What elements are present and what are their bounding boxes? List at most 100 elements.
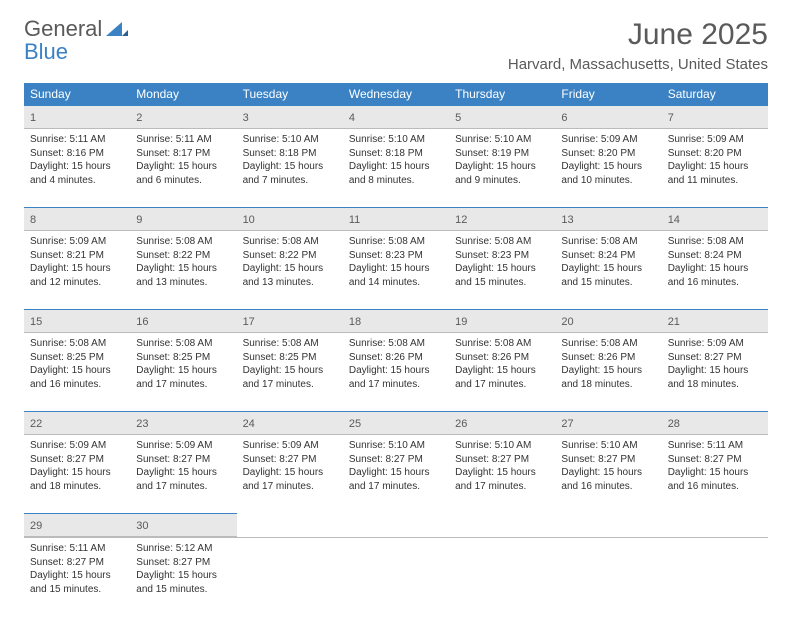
daynum: 21 (668, 316, 680, 328)
day-cell: Sunrise: 5:09 AMSunset: 8:21 PMDaylight:… (24, 231, 130, 309)
day-cell: Sunrise: 5:09 AMSunset: 8:20 PMDaylight:… (662, 129, 768, 207)
day-cell: Sunrise: 5:10 AMSunset: 8:18 PMDaylight:… (343, 129, 449, 207)
day-cell: Sunrise: 5:08 AMSunset: 8:26 PMDaylight:… (343, 333, 449, 411)
day-cell-text: Sunrise: 5:10 AMSunset: 8:27 PMDaylight:… (347, 437, 445, 493)
location-text: Harvard, Massachusetts, United States (508, 56, 768, 73)
daynum: 5 (455, 112, 461, 124)
day-header-sunday: Sunday (24, 83, 130, 105)
day-cell: Sunrise: 5:11 AMSunset: 8:17 PMDaylight:… (130, 129, 236, 207)
week-1-content-row: Sunrise: 5:09 AMSunset: 8:21 PMDaylight:… (24, 231, 768, 309)
day-cell-text: Sunrise: 5:08 AMSunset: 8:22 PMDaylight:… (134, 233, 232, 289)
day-cell (555, 538, 661, 616)
day-cell-text: Sunrise: 5:08 AMSunset: 8:25 PMDaylight:… (28, 335, 126, 391)
day-header-tuesday: Tuesday (237, 83, 343, 105)
daynum: 23 (136, 418, 148, 430)
daynum-cell: 25 (343, 412, 449, 434)
daynum-cell: 23 (130, 412, 236, 434)
day-cell (343, 538, 449, 616)
day-cell-text: Sunrise: 5:12 AMSunset: 8:27 PMDaylight:… (134, 540, 232, 596)
logo-triangle-icon (106, 23, 128, 40)
day-cell-text: Sunrise: 5:11 AMSunset: 8:27 PMDaylight:… (666, 437, 764, 493)
logo-text-2: Blue (24, 39, 68, 64)
daynum: 2 (136, 112, 142, 124)
daynum: 7 (668, 112, 674, 124)
day-cell: Sunrise: 5:08 AMSunset: 8:25 PMDaylight:… (237, 333, 343, 411)
daynum-cell: 19 (449, 310, 555, 332)
daynum: 22 (30, 418, 42, 430)
daynum-cell (449, 513, 555, 537)
calendar-page: General Blue June 2025 Harvard, Massachu… (0, 0, 792, 634)
week-2-daynum-row: 15161718192021 (24, 309, 768, 333)
daynum: 6 (561, 112, 567, 124)
daynum-cell: 21 (662, 310, 768, 332)
daynum-cell: 4 (343, 106, 449, 128)
day-cell: Sunrise: 5:12 AMSunset: 8:27 PMDaylight:… (130, 538, 236, 616)
day-cell-text: Sunrise: 5:09 AMSunset: 8:20 PMDaylight:… (559, 131, 657, 187)
title-block: June 2025 Harvard, Massachusetts, United… (508, 18, 768, 73)
week-1-daynum-row: 891011121314 (24, 207, 768, 231)
daynum-cell: 10 (237, 208, 343, 230)
daynum-cell: 26 (449, 412, 555, 434)
day-cell-text: Sunrise: 5:09 AMSunset: 8:21 PMDaylight:… (28, 233, 126, 289)
day-cell: Sunrise: 5:08 AMSunset: 8:22 PMDaylight:… (237, 231, 343, 309)
daynum: 27 (561, 418, 573, 430)
day-cell-text: Sunrise: 5:11 AMSunset: 8:16 PMDaylight:… (28, 131, 126, 187)
daynum-cell: 20 (555, 310, 661, 332)
daynum: 25 (349, 418, 361, 430)
daynum-cell: 16 (130, 310, 236, 332)
daynum-cell: 28 (662, 412, 768, 434)
day-cell: Sunrise: 5:10 AMSunset: 8:19 PMDaylight:… (449, 129, 555, 207)
daynum-cell: 27 (555, 412, 661, 434)
day-cell: Sunrise: 5:08 AMSunset: 8:25 PMDaylight:… (130, 333, 236, 411)
daynum-cell: 9 (130, 208, 236, 230)
day-cell: Sunrise: 5:08 AMSunset: 8:25 PMDaylight:… (24, 333, 130, 411)
daynum-cell: 15 (24, 310, 130, 332)
day-header-wednesday: Wednesday (343, 83, 449, 105)
week-4-content-row: Sunrise: 5:11 AMSunset: 8:27 PMDaylight:… (24, 538, 768, 616)
month-title: June 2025 (508, 18, 768, 52)
day-cell-text: Sunrise: 5:09 AMSunset: 8:27 PMDaylight:… (666, 335, 764, 391)
daynum: 30 (136, 520, 148, 532)
day-cell-text: Sunrise: 5:10 AMSunset: 8:18 PMDaylight:… (241, 131, 339, 187)
day-cell (449, 538, 555, 616)
daynum-cell: 24 (237, 412, 343, 434)
daynum: 12 (455, 214, 467, 226)
week-4-daynum-row: 2930 (24, 513, 768, 538)
day-cell-text: Sunrise: 5:08 AMSunset: 8:22 PMDaylight:… (241, 233, 339, 289)
day-cell-text: Sunrise: 5:09 AMSunset: 8:27 PMDaylight:… (28, 437, 126, 493)
daynum-cell: 2 (130, 106, 236, 128)
daynum: 13 (561, 214, 573, 226)
daynum-cell: 6 (555, 106, 661, 128)
daynum-cell: 3 (237, 106, 343, 128)
day-cell: Sunrise: 5:10 AMSunset: 8:27 PMDaylight:… (343, 435, 449, 513)
day-cell: Sunrise: 5:11 AMSunset: 8:16 PMDaylight:… (24, 129, 130, 207)
daynum: 4 (349, 112, 355, 124)
daynum: 8 (30, 214, 36, 226)
daynum: 10 (243, 214, 255, 226)
week-0-content-row: Sunrise: 5:11 AMSunset: 8:16 PMDaylight:… (24, 129, 768, 207)
daynum-cell: 12 (449, 208, 555, 230)
day-cell-text: Sunrise: 5:10 AMSunset: 8:27 PMDaylight:… (453, 437, 551, 493)
day-cell-text: Sunrise: 5:08 AMSunset: 8:26 PMDaylight:… (559, 335, 657, 391)
day-cell-text: Sunrise: 5:09 AMSunset: 8:20 PMDaylight:… (666, 131, 764, 187)
daynum: 19 (455, 316, 467, 328)
daynum-cell: 8 (24, 208, 130, 230)
day-cell: Sunrise: 5:08 AMSunset: 8:23 PMDaylight:… (343, 231, 449, 309)
daynum-cell: 1 (24, 106, 130, 128)
daynum-cell (662, 513, 768, 537)
day-cell: Sunrise: 5:11 AMSunset: 8:27 PMDaylight:… (662, 435, 768, 513)
daynum-cell: 5 (449, 106, 555, 128)
daynum-cell: 7 (662, 106, 768, 128)
day-cell-text: Sunrise: 5:11 AMSunset: 8:17 PMDaylight:… (134, 131, 232, 187)
daynum-cell: 14 (662, 208, 768, 230)
day-cell: Sunrise: 5:10 AMSunset: 8:27 PMDaylight:… (555, 435, 661, 513)
day-cell-text: Sunrise: 5:11 AMSunset: 8:27 PMDaylight:… (28, 540, 126, 596)
day-header-thursday: Thursday (449, 83, 555, 105)
day-cell: Sunrise: 5:09 AMSunset: 8:27 PMDaylight:… (24, 435, 130, 513)
day-cell-text: Sunrise: 5:10 AMSunset: 8:27 PMDaylight:… (559, 437, 657, 493)
day-cell: Sunrise: 5:08 AMSunset: 8:22 PMDaylight:… (130, 231, 236, 309)
day-cell (237, 538, 343, 616)
header: General Blue June 2025 Harvard, Massachu… (24, 18, 768, 73)
day-cell (662, 538, 768, 616)
day-header-friday: Friday (555, 83, 661, 105)
